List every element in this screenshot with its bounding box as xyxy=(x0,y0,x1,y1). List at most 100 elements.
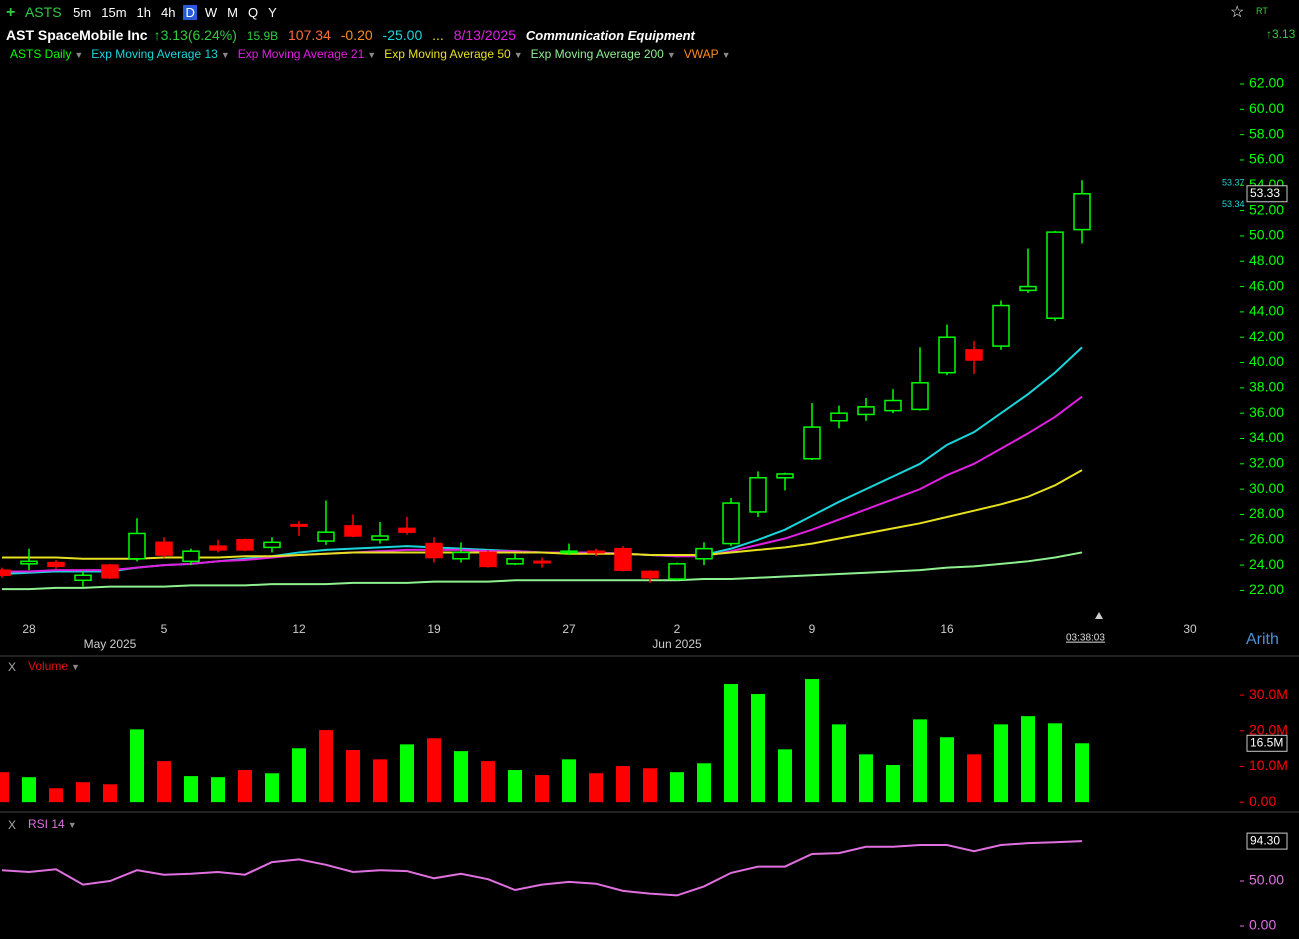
legend: ASTS Daily ▼ Exp Moving Average 13 ▼ Exp Mov… xyxy=(10,47,739,61)
quote-mark: 53.34 xyxy=(1222,199,1245,209)
interval-button[interactable]: Q xyxy=(247,5,259,20)
favorite-icon[interactable]: ☆ xyxy=(1230,4,1245,21)
caret[interactable]: ▼ xyxy=(220,50,230,60)
x-tick-label: 16 xyxy=(940,622,954,636)
x-tick-label: 12 xyxy=(292,622,306,636)
x-sublabel: May 2025 xyxy=(84,637,137,651)
candle-body xyxy=(479,551,497,568)
volume-bar xyxy=(481,761,495,803)
company-name: AST SpaceMobile Inc xyxy=(6,27,148,43)
y-tick-label: 30.00 xyxy=(1249,480,1284,496)
y-tick-label: 22.00 xyxy=(1249,581,1284,597)
interval-button[interactable]: 15m xyxy=(101,5,127,20)
legend-entry[interactable]: Exp Moving Average 21 xyxy=(237,47,365,61)
legend-entry[interactable]: Exp Moving Average 13 xyxy=(91,47,218,61)
volume-bar xyxy=(751,694,765,803)
caret[interactable]: ▼ xyxy=(513,50,523,60)
candle-body xyxy=(290,523,308,527)
candle-body xyxy=(965,349,983,361)
volume-bar xyxy=(454,751,468,803)
legend-entry[interactable]: ASTS Daily xyxy=(10,47,72,61)
close-panel[interactable]: X xyxy=(8,660,16,674)
volume-bar xyxy=(184,776,198,803)
panel-title: RSI 14 xyxy=(28,817,65,831)
volume-bar xyxy=(76,782,90,803)
interval-button[interactable]: D xyxy=(183,5,197,20)
interval-button[interactable]: Y xyxy=(268,5,277,20)
more[interactable]: ... xyxy=(432,27,444,43)
interval-button[interactable]: M xyxy=(227,5,238,20)
volume-bar xyxy=(697,763,711,803)
value-box xyxy=(1246,185,1288,203)
candle-body xyxy=(533,560,551,564)
clock: 03:38:03 xyxy=(1066,633,1105,644)
close-panel[interactable]: X xyxy=(8,818,16,832)
legend-entry[interactable]: Exp Moving Average 50 xyxy=(384,47,511,61)
legend-entry[interactable]: Exp Moving Average 200 xyxy=(530,47,664,61)
candle-body xyxy=(830,412,848,422)
volume-bar xyxy=(778,749,792,803)
value-box xyxy=(1246,734,1288,752)
volume-bar xyxy=(643,768,657,803)
candle-body xyxy=(668,563,686,580)
candle-body xyxy=(614,547,632,571)
volume-bar xyxy=(130,729,144,803)
y-tick-label: 38.00 xyxy=(1249,379,1284,395)
candle-body xyxy=(1073,193,1091,231)
caret[interactable]: ▼ xyxy=(367,50,377,60)
candle-body xyxy=(344,525,362,537)
volume-bar xyxy=(1048,723,1062,803)
candle-body xyxy=(938,336,956,374)
scroll-marker xyxy=(1095,612,1103,619)
interval-button[interactable]: 5m xyxy=(73,5,92,20)
caret[interactable]: ▼ xyxy=(74,50,84,60)
y-tick-label: 34.00 xyxy=(1249,429,1284,445)
interval-button[interactable]: W xyxy=(204,5,218,20)
volume-bar xyxy=(346,750,360,803)
legend-entry[interactable]: VWAP xyxy=(683,47,719,61)
candle-body xyxy=(209,545,227,551)
volume-bar xyxy=(886,765,900,803)
moving-average-line xyxy=(2,551,1083,591)
candle-body xyxy=(425,542,443,559)
y-tick-label: 42.00 xyxy=(1249,328,1284,344)
quote-mark: 53.37 xyxy=(1222,178,1245,188)
y-tick-label: 0.00 xyxy=(1249,793,1276,809)
quote-header: AST SpaceMobile Inc ↑3.13(6.24%) 15.9B 10… xyxy=(6,27,1295,43)
y-tick-label: 62.00 xyxy=(1249,75,1284,91)
symbol[interactable]: ASTS xyxy=(24,4,62,20)
caret[interactable]: ▼ xyxy=(71,662,80,672)
panel-title: Volume xyxy=(28,659,69,673)
interval-button[interactable]: 4h xyxy=(161,5,176,20)
candle-body xyxy=(749,476,767,513)
candle-body xyxy=(641,570,659,579)
caret[interactable]: ▼ xyxy=(67,820,77,830)
volume-bar xyxy=(535,775,549,803)
panel-title-wrap: RSI 14 ▼ xyxy=(28,817,77,831)
volume-bar xyxy=(211,777,225,803)
add-icon[interactable]: + xyxy=(6,4,16,21)
x-tick-label: 28 xyxy=(22,622,36,636)
candle-body xyxy=(992,304,1010,347)
candle-body xyxy=(47,561,65,568)
stat: 107.34 xyxy=(288,27,331,43)
date: 8/13/2025 xyxy=(453,27,516,43)
caret[interactable]: ▼ xyxy=(721,50,731,60)
candle-body xyxy=(155,541,173,556)
volume-bar xyxy=(562,759,576,803)
y-tick-label: 50.00 xyxy=(1249,872,1284,888)
y-tick-label: 0.00 xyxy=(1249,917,1276,933)
interval-button[interactable]: 1h xyxy=(136,5,151,20)
volume-bar xyxy=(589,773,603,803)
up-arrow: ↑ xyxy=(153,27,161,43)
scale-mode[interactable]: Arith xyxy=(1246,631,1279,648)
x-tick-label: 30 xyxy=(1183,622,1197,636)
candle-body xyxy=(182,550,200,563)
x-tick-label: 19 xyxy=(427,622,441,636)
volume-bar xyxy=(832,724,846,803)
change: 3.13(6.24%) xyxy=(160,27,237,43)
candle-body xyxy=(587,550,605,554)
caret[interactable]: ▼ xyxy=(666,50,676,60)
